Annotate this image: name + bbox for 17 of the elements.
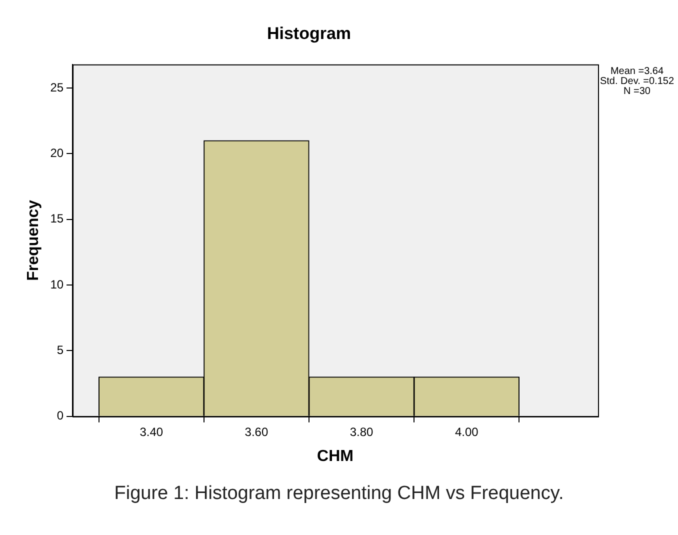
x-tick-label: 3.40 — [140, 424, 164, 439]
text: Std. Dev. =0.152 — [600, 76, 674, 87]
chart-title: Histogram — [266, 24, 352, 43]
x-tick-label: 3.80 — [350, 424, 374, 439]
y-tick-label: 5 — [56, 343, 64, 358]
x-tick-label: 3.60 — [244, 424, 268, 439]
x-axis-title: CHM — [317, 448, 354, 465]
x-tick-label: 4.00 — [454, 424, 479, 439]
y-tick-label: 20 — [50, 146, 64, 160]
text: Mean =3.64 — [610, 66, 664, 77]
y-tick-label: 0 — [56, 408, 64, 423]
y-tick-label: 25 — [50, 80, 64, 94]
y-tick-label: 10 — [50, 277, 64, 292]
y-tick-label: 15 — [50, 212, 64, 226]
text: N =30 — [624, 86, 651, 97]
caption: Figure 1: Histogram representing CHM vs Frequency. — [113, 483, 565, 505]
y-axis-title: Frequency — [25, 200, 42, 281]
